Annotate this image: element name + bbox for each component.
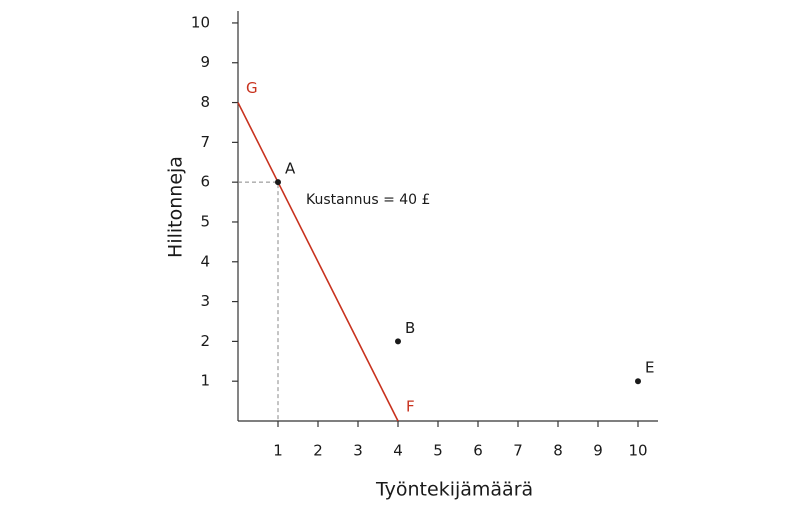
x-tick-label: 6 bbox=[473, 442, 483, 460]
point bbox=[275, 179, 281, 186]
x-axis-label: Työntekijämäärä bbox=[375, 479, 533, 501]
y-tick-label: 4 bbox=[200, 252, 210, 270]
y-tick-label: 1 bbox=[200, 372, 210, 390]
guide-line bbox=[238, 181, 279, 421]
y-tick-label: 9 bbox=[200, 53, 210, 71]
cost-line bbox=[237, 102, 399, 422]
point bbox=[395, 338, 401, 345]
y-tick-label: 8 bbox=[200, 93, 210, 111]
y-tick-label: 6 bbox=[200, 173, 210, 191]
x-tick-label: 4 bbox=[393, 442, 403, 460]
x-tick-label: 1 bbox=[273, 442, 283, 460]
y-tick-label: 10 bbox=[191, 13, 210, 31]
x-tick-label: 9 bbox=[593, 442, 603, 460]
x-tick-label: 10 bbox=[628, 442, 647, 460]
point-label: E bbox=[645, 359, 654, 377]
y-tick-label: 5 bbox=[200, 212, 210, 230]
point-label: B bbox=[405, 319, 415, 337]
x-tick-label: 8 bbox=[553, 442, 563, 460]
point-label: A bbox=[285, 160, 296, 178]
x-tick-label: 7 bbox=[513, 442, 523, 460]
x-tick-label: 5 bbox=[433, 442, 443, 460]
x-tick-label: 3 bbox=[353, 442, 363, 460]
annotation: Kustannus = 40 £ bbox=[306, 192, 430, 208]
y-tick-label: 7 bbox=[200, 133, 210, 151]
point bbox=[635, 378, 641, 385]
y-tick-label: 2 bbox=[200, 332, 210, 350]
y-axis-label: Hilitonneja bbox=[165, 156, 187, 258]
y-tick-label: 3 bbox=[200, 292, 210, 310]
line-label: F bbox=[406, 398, 415, 416]
x-tick-label: 2 bbox=[313, 442, 323, 460]
line-label: G bbox=[246, 79, 258, 97]
